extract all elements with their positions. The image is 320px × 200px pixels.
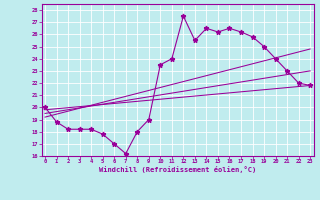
X-axis label: Windchill (Refroidissement éolien,°C): Windchill (Refroidissement éolien,°C) — [99, 166, 256, 173]
